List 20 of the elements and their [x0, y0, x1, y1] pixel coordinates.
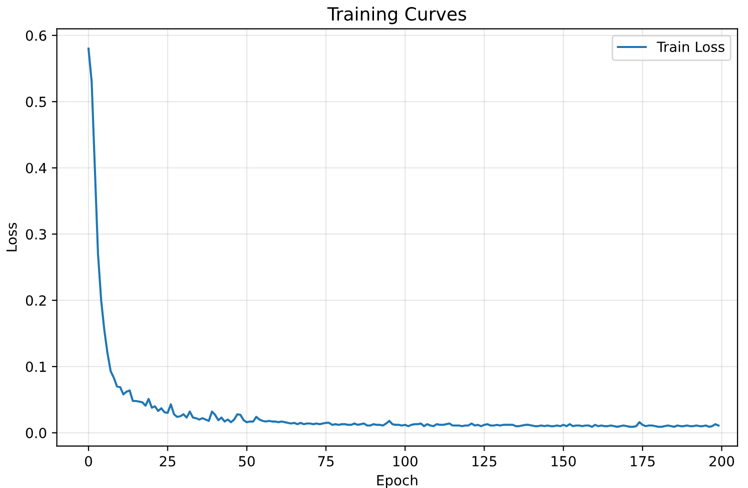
y-tick-label: 0.3 [26, 229, 46, 240]
x-tick-label: 50 [239, 456, 255, 467]
chart-title: Training Curves [327, 6, 466, 24]
x-tick-label: 75 [318, 456, 334, 467]
x-tick-label: 125 [472, 456, 496, 467]
x-tick-label: 25 [160, 456, 176, 467]
y-tick-label: 0.2 [26, 295, 46, 306]
x-axis-title: Epoch [377, 474, 418, 488]
x-tick-label: 200 [709, 456, 734, 467]
y-tick-label: 0.1 [26, 362, 46, 372]
x-tick-label: 0 [85, 456, 92, 467]
y-tick-label: 0.5 [26, 96, 46, 108]
y-tick-label: 0.6 [26, 30, 46, 41]
x-tick-label: 175 [630, 456, 655, 467]
x-tick-label: 150 [552, 456, 576, 467]
y-axis-title: Loss [6, 222, 17, 252]
y-tick-label: 0.0 [26, 428, 46, 438]
y-tick-label: 0.4 [26, 162, 46, 174]
x-tick-label: 100 [393, 456, 418, 467]
legend-label: Train Loss [656, 41, 724, 52]
